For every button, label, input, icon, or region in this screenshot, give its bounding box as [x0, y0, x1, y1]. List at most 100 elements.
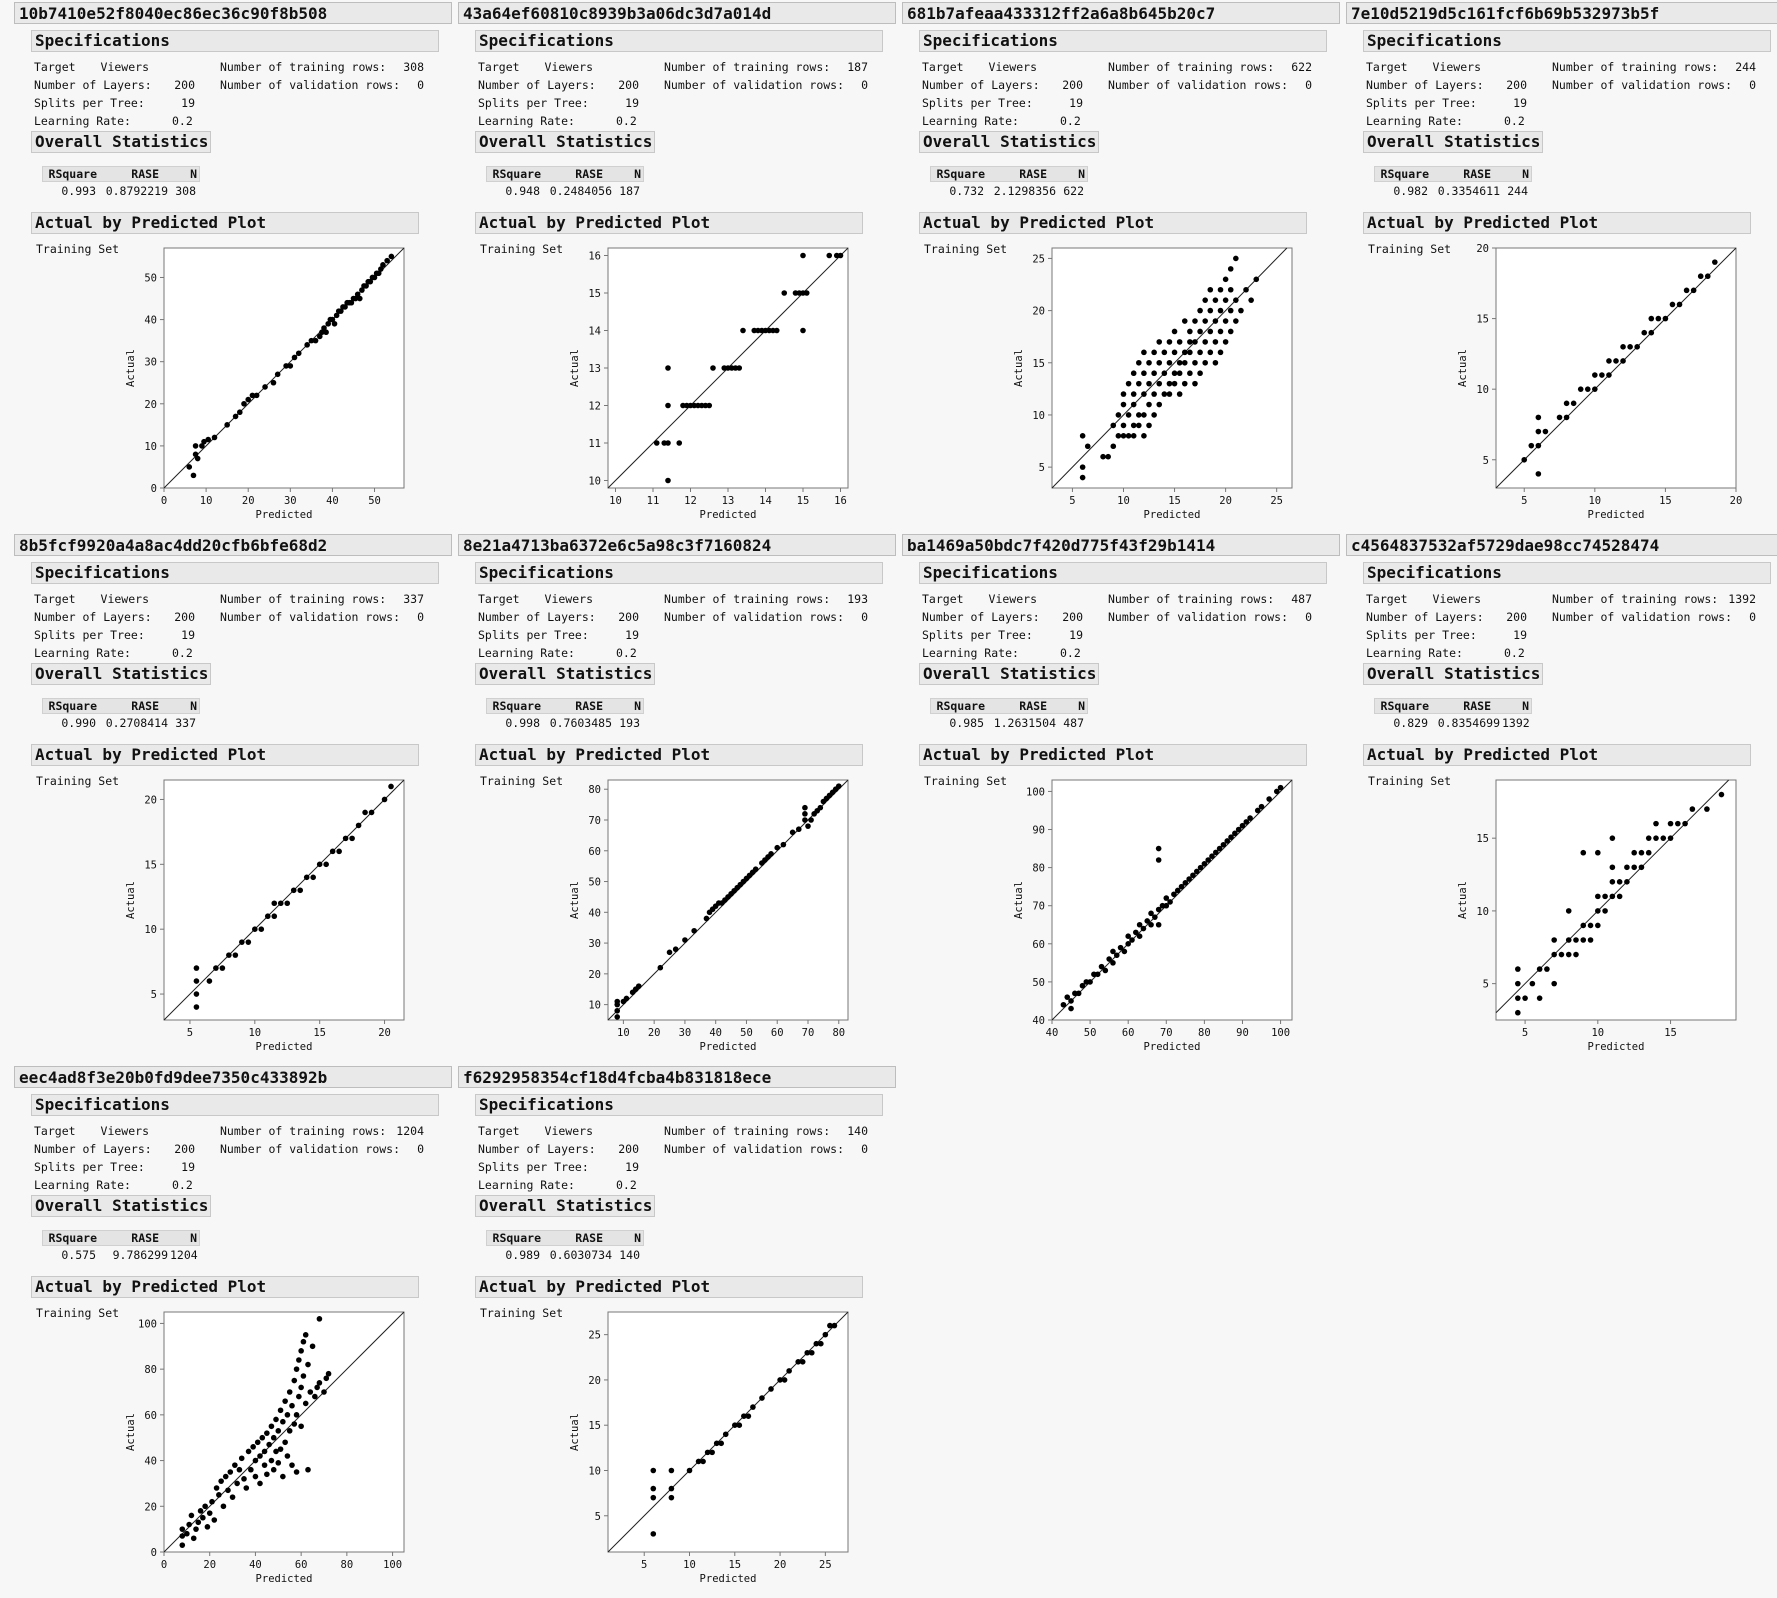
- actual-by-predicted-header[interactable]: Actual by Predicted Plot: [31, 1276, 419, 1298]
- y-tick-label: 25: [588, 1330, 601, 1342]
- data-point: [1616, 893, 1623, 900]
- x-tick-label: 10: [617, 1027, 630, 1039]
- col-rsquare: RSquare: [48, 1231, 97, 1245]
- col-rsquare: RSquare: [492, 167, 541, 181]
- data-point: [300, 1338, 307, 1345]
- data-point: [1121, 948, 1128, 955]
- target-label: Target: [1366, 60, 1408, 74]
- data-point: [342, 835, 349, 842]
- specifications-header[interactable]: Specifications: [919, 562, 1327, 584]
- data-point: [245, 1448, 252, 1455]
- data-point: [1079, 474, 1086, 481]
- data-point: [1110, 960, 1116, 966]
- identity-line: [163, 779, 405, 1021]
- data-point: [193, 965, 200, 971]
- y-tick-label: 60: [1032, 939, 1045, 951]
- data-point: [1136, 359, 1142, 366]
- data-point: [250, 1444, 256, 1450]
- actual-by-predicted-header[interactable]: Actual by Predicted Plot: [475, 212, 863, 234]
- training-set-label: Training Set: [36, 1306, 120, 1320]
- specifications-header[interactable]: Specifications: [31, 562, 439, 584]
- data-point: [222, 1473, 229, 1480]
- overall-statistics-header[interactable]: Overall Statistics: [475, 663, 655, 685]
- data-point: [219, 965, 226, 971]
- specifications-header[interactable]: Specifications: [1363, 30, 1771, 52]
- data-point: [803, 290, 810, 296]
- data-point: [282, 1439, 288, 1446]
- data-point: [262, 384, 268, 390]
- actual-by-predicted-header[interactable]: Actual by Predicted Plot: [919, 744, 1307, 766]
- data-point: [1141, 349, 1147, 356]
- y-tick-label: 30: [588, 938, 601, 950]
- specifications-header[interactable]: Specifications: [1363, 562, 1771, 584]
- overall-statistics-header[interactable]: Overall Statistics: [1363, 663, 1543, 685]
- rsquare-value: 0.985: [949, 716, 984, 730]
- specifications-header[interactable]: Specifications: [919, 30, 1327, 52]
- data-point: [273, 1448, 279, 1455]
- data-point: [1163, 895, 1170, 901]
- data-point: [1660, 835, 1667, 841]
- stats-table-header: RSquare RASE N: [42, 698, 200, 714]
- data-point: [1181, 359, 1188, 366]
- data-point: [261, 1448, 268, 1455]
- data-point: [1192, 339, 1198, 345]
- target-label: Target: [1366, 592, 1408, 606]
- data-point: [676, 440, 683, 446]
- target-value: Viewers: [544, 1124, 593, 1138]
- data-point: [314, 1384, 320, 1391]
- overall-statistics-header[interactable]: Overall Statistics: [31, 131, 211, 153]
- data-point: [312, 337, 319, 344]
- data-point: [213, 1485, 220, 1491]
- actual-by-predicted-header[interactable]: Actual by Predicted Plot: [475, 1276, 863, 1298]
- overall-statistics-header[interactable]: Overall Statistics: [919, 131, 1099, 153]
- y-axis-label: Actual: [569, 349, 581, 387]
- x-tick-label: 5: [1069, 495, 1075, 507]
- data-point: [713, 1440, 720, 1447]
- specifications-header[interactable]: Specifications: [475, 30, 883, 52]
- val-rows-value: 0: [1749, 610, 1756, 624]
- val-rows-label: Number of validation rows:: [1552, 610, 1733, 624]
- actual-by-predicted-chart: 5 10 15 20 5 10 15 20 Predicted Actual: [1457, 243, 1742, 521]
- specifications-header[interactable]: Specifications: [475, 562, 883, 584]
- data-point: [232, 413, 239, 420]
- overall-statistics-header[interactable]: Overall Statistics: [31, 663, 211, 685]
- specifications-header[interactable]: Specifications: [31, 30, 439, 52]
- overall-statistics-header[interactable]: Overall Statistics: [919, 663, 1099, 685]
- data-point: [653, 440, 660, 446]
- data-point: [380, 262, 386, 268]
- specifications-header[interactable]: Specifications: [31, 1094, 439, 1116]
- data-point: [1148, 921, 1154, 928]
- target-label: Target: [478, 1124, 520, 1138]
- overall-statistics-header[interactable]: Overall Statistics: [475, 131, 655, 153]
- actual-by-predicted-header[interactable]: Actual by Predicted Plot: [31, 212, 419, 234]
- lr-label: Learning Rate:: [1366, 646, 1463, 660]
- data-point: [1110, 948, 1116, 955]
- x-tick-label: 30: [284, 495, 297, 507]
- x-tick-label: 15: [1664, 1027, 1677, 1039]
- data-point: [1130, 370, 1137, 377]
- data-point: [1689, 806, 1696, 812]
- y-tick-label: 5: [1039, 462, 1045, 474]
- actual-by-predicted-header[interactable]: Actual by Predicted Plot: [919, 212, 1307, 234]
- data-point: [245, 396, 252, 403]
- overall-statistics-header[interactable]: Overall Statistics: [475, 1195, 655, 1217]
- layers-label: Number of Layers:: [478, 610, 596, 624]
- training-set-label: Training Set: [480, 1306, 564, 1320]
- panel-title: 10b7410e52f8040ec86ec36c90f8b508: [14, 2, 452, 24]
- data-point: [362, 809, 368, 816]
- overall-statistics-header[interactable]: Overall Statistics: [31, 1195, 211, 1217]
- data-point: [333, 312, 340, 319]
- actual-by-predicted-header[interactable]: Actual by Predicted Plot: [31, 744, 419, 766]
- rsquare-value: 0.575: [61, 1248, 96, 1262]
- data-point: [731, 1422, 738, 1429]
- data-point: [252, 926, 258, 932]
- data-point: [1163, 902, 1170, 909]
- actual-by-predicted-header[interactable]: Actual by Predicted Plot: [1363, 744, 1751, 766]
- actual-by-predicted-header[interactable]: Actual by Predicted Plot: [475, 744, 863, 766]
- specifications-header[interactable]: Specifications: [475, 1094, 883, 1116]
- actual-by-predicted-header[interactable]: Actual by Predicted Plot: [1363, 212, 1751, 234]
- y-tick-label: 20: [144, 1501, 157, 1513]
- y-tick-label: 15: [1032, 358, 1045, 370]
- data-point: [1227, 266, 1234, 272]
- overall-statistics-header[interactable]: Overall Statistics: [1363, 131, 1543, 153]
